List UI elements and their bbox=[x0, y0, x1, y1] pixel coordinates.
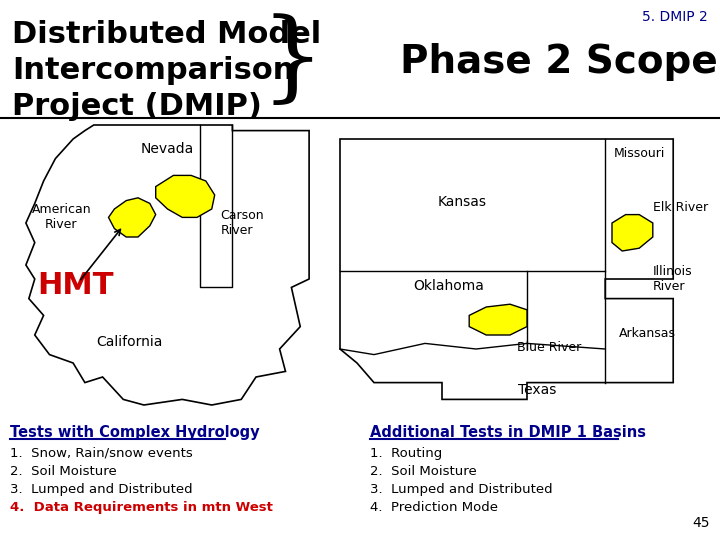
Polygon shape bbox=[26, 125, 309, 405]
Text: 1.  Routing: 1. Routing bbox=[370, 447, 442, 460]
Polygon shape bbox=[156, 176, 215, 218]
Text: 45: 45 bbox=[693, 516, 710, 530]
Text: Illinois
River: Illinois River bbox=[653, 265, 693, 293]
Text: Oklahoma: Oklahoma bbox=[413, 279, 485, 293]
Text: Nevada: Nevada bbox=[141, 142, 194, 156]
Text: Tests with Complex Hydrology: Tests with Complex Hydrology bbox=[10, 425, 260, 440]
Polygon shape bbox=[340, 139, 673, 400]
Text: Distributed Model
Intercomparison
Project (DMIP): Distributed Model Intercomparison Projec… bbox=[12, 20, 321, 121]
Polygon shape bbox=[109, 198, 156, 237]
Text: HMT: HMT bbox=[37, 271, 114, 300]
Text: 3.  Lumped and Distributed: 3. Lumped and Distributed bbox=[10, 483, 193, 496]
Text: 2.  Soil Moisture: 2. Soil Moisture bbox=[10, 465, 117, 478]
Text: Elk River: Elk River bbox=[653, 200, 708, 214]
Text: Missouri: Missouri bbox=[613, 147, 665, 160]
Text: American
River: American River bbox=[32, 204, 91, 232]
Text: Texas: Texas bbox=[518, 383, 557, 396]
Text: 4.  Data Requirements in mtn West: 4. Data Requirements in mtn West bbox=[10, 501, 273, 514]
Text: 5. DMIP 2: 5. DMIP 2 bbox=[642, 10, 708, 24]
Text: Carson
River: Carson River bbox=[220, 209, 264, 237]
Text: }: } bbox=[260, 14, 324, 110]
Text: Blue River: Blue River bbox=[517, 341, 581, 354]
Text: 4.  Prediction Mode: 4. Prediction Mode bbox=[370, 501, 498, 514]
Text: 1.  Snow, Rain/snow events: 1. Snow, Rain/snow events bbox=[10, 447, 193, 460]
Text: 2.  Soil Moisture: 2. Soil Moisture bbox=[370, 465, 477, 478]
Text: California: California bbox=[96, 335, 162, 349]
Text: Kansas: Kansas bbox=[438, 195, 487, 209]
Text: Arkansas: Arkansas bbox=[618, 327, 676, 340]
Polygon shape bbox=[612, 214, 653, 251]
Text: Phase 2 Scope: Phase 2 Scope bbox=[400, 43, 718, 81]
Text: 3.  Lumped and Distributed: 3. Lumped and Distributed bbox=[370, 483, 553, 496]
Text: Additional Tests in DMIP 1 Basins: Additional Tests in DMIP 1 Basins bbox=[370, 425, 646, 440]
Polygon shape bbox=[469, 304, 527, 335]
